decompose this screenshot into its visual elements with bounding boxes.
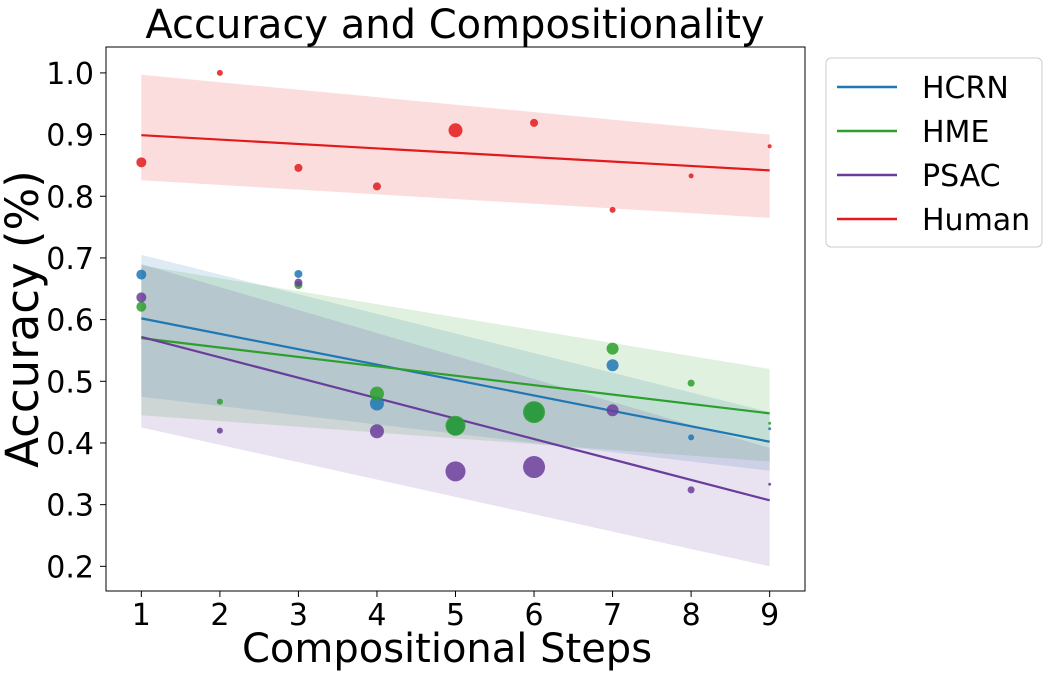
y-tick-label: 0.4 [46,427,94,462]
psac-point [136,292,147,303]
psac-point [369,424,384,439]
human-point [136,157,147,168]
y-axis: 0.2 0.3 0.4 0.5 0.6 0.7 0.8 0.9 1.0 [46,57,106,585]
human-point [294,163,303,172]
hme-point [768,421,772,425]
y-tick-label: 0.2 [46,550,94,585]
human-point [609,206,616,213]
x-axis-label: Compositional Steps [242,626,652,672]
y-tick-label: 0.7 [46,242,94,277]
human-point [530,118,539,127]
psac-point [523,456,546,479]
hcrn-point [606,359,619,372]
y-tick-label: 0.6 [46,304,94,339]
hcrn-point [294,269,303,278]
y-axis-label: Accuracy (%) [0,170,49,468]
x-tick-label: 4 [367,598,386,633]
human-point [372,182,381,191]
hcrn-point [688,434,695,441]
human-confidence-band [141,74,770,218]
y-tick-label: 0.5 [46,365,94,400]
y-tick-label: 0.9 [46,119,94,154]
psac-point [294,278,303,287]
hcrn-point [136,269,147,280]
y-tick-label: 1.0 [46,57,94,92]
x-tick-label: 1 [132,598,151,633]
y-tick-label: 0.8 [46,180,94,215]
human-trend-line [141,134,770,172]
psac-confidence-band [141,264,770,567]
hme-trend-line [141,337,770,415]
data-points [136,69,772,494]
hcrn-legend-label: HCRN [922,71,1009,106]
x-tick-label: 5 [446,598,465,633]
hme-point [606,342,619,355]
x-tick-label: 2 [210,598,229,633]
x-tick-label: 7 [603,598,622,633]
hcrn-confidence-band [141,254,770,471]
human-point [448,123,463,138]
hcrn-point [768,427,772,431]
hme-point [216,398,223,405]
confidence-bands [141,74,770,567]
human-legend-label: Human [922,203,1030,238]
psac-point [445,461,466,482]
x-tick-label: 3 [289,598,308,633]
x-axis: 1 2 3 4 5 6 7 8 9 [132,591,779,633]
hme-point [136,301,147,312]
hme-point [445,415,466,436]
human-point [216,69,223,76]
human-point [688,173,694,179]
psac-point [606,404,619,417]
psac-point [768,482,772,486]
x-tick-label: 8 [682,598,701,633]
psac-point [216,427,223,434]
x-tick-label: 6 [524,598,543,633]
chart-title: Accuracy and Compositionality [145,2,764,48]
hme-legend-label: HME [922,115,989,150]
psac-legend-label: PSAC [922,159,1001,194]
x-tick-label: 9 [760,598,779,633]
hcrn-trend-line [141,317,770,443]
legend-frame [825,57,1043,248]
psac-point [687,486,695,494]
hme-point [523,401,546,424]
human-point [767,144,772,149]
hme-point [687,379,695,387]
legend: HCRN HME PSAC Human [825,57,1043,248]
hme-point [369,386,384,401]
hcrn-point [369,396,384,411]
y-tick-label: 0.3 [46,489,94,524]
